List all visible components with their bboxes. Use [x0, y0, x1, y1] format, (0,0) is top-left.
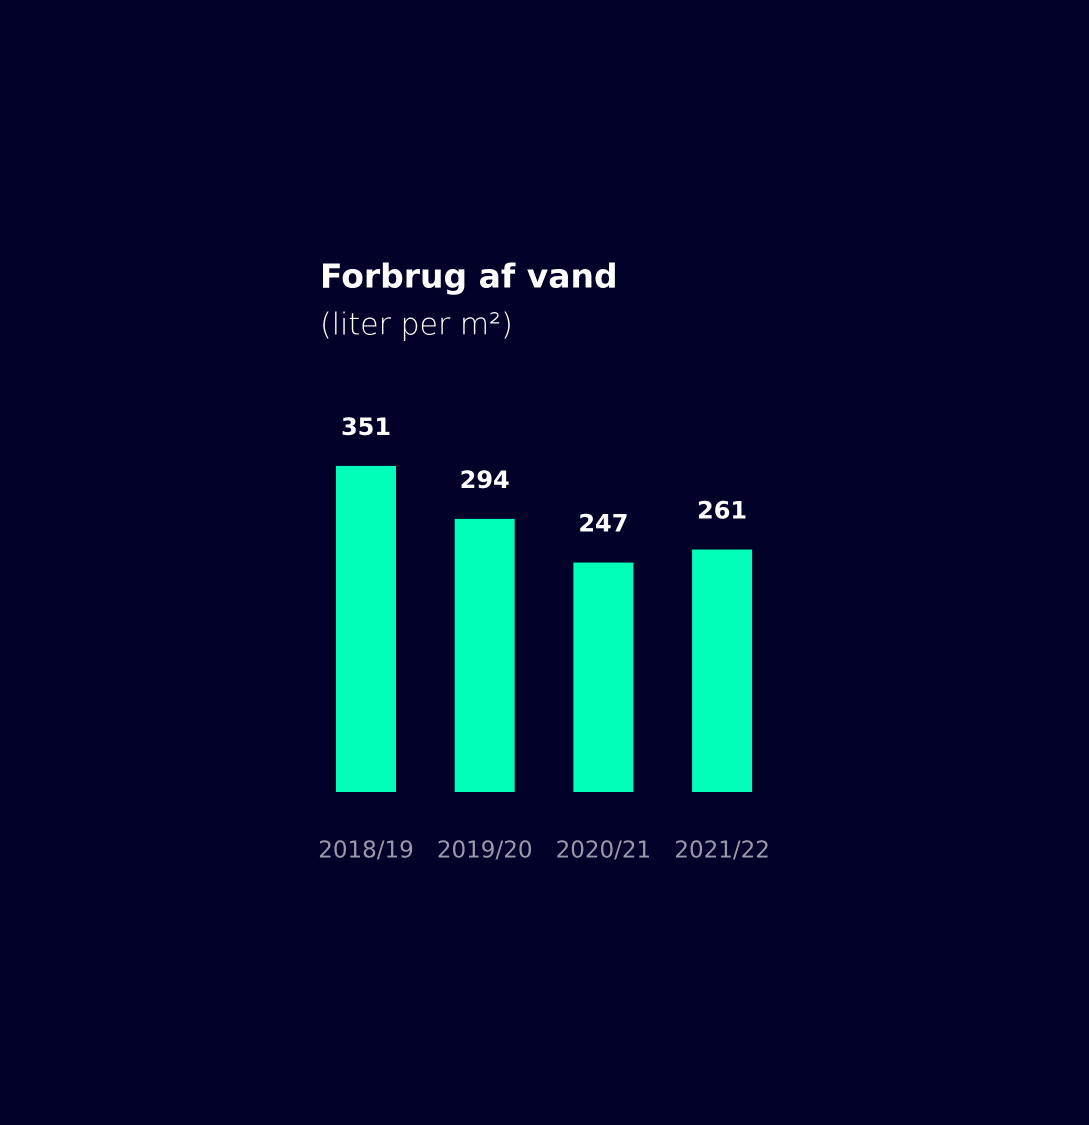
bar [573, 562, 634, 792]
x-tick-label: 2019/20 [437, 838, 533, 864]
value-label: 294 [460, 466, 510, 494]
value-label: 261 [697, 497, 747, 525]
bar [454, 518, 515, 792]
x-tick-label: 2020/21 [556, 838, 652, 864]
bar [692, 549, 753, 792]
chart-subtitle: (liter per m²) [320, 308, 513, 343]
value-label: 247 [578, 510, 628, 538]
chart-title: Forbrug af vand [320, 257, 618, 296]
bar [336, 465, 396, 792]
value-label: 351 [341, 413, 391, 441]
x-tick-label: 2018/19 [318, 838, 414, 864]
x-tick-label: 2021/22 [674, 838, 770, 864]
